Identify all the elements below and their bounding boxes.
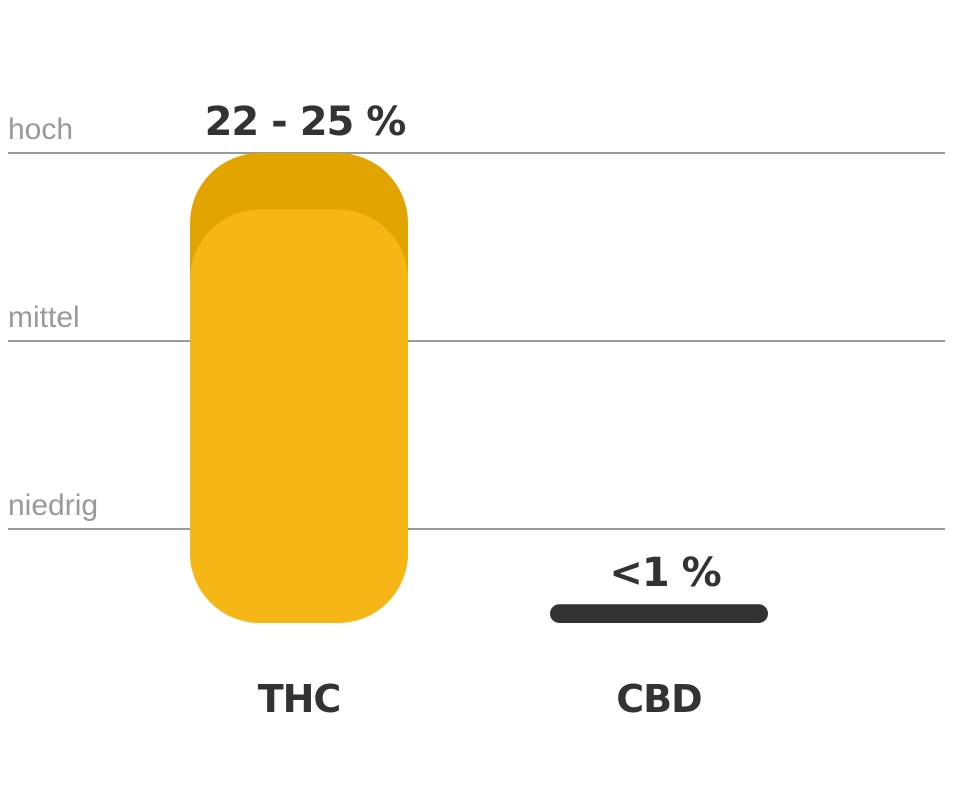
x-tick-label: CBD bbox=[616, 677, 701, 721]
value-label: 22 - 25 % bbox=[205, 99, 406, 145]
bar bbox=[190, 209, 408, 623]
value-label: <1 % bbox=[609, 550, 720, 596]
y-tick-label: niedrig bbox=[8, 489, 98, 522]
y-tick-label: mittel bbox=[8, 301, 80, 334]
y-tick-label: hoch bbox=[8, 113, 73, 146]
x-tick-label: THC bbox=[258, 677, 341, 721]
bar bbox=[550, 604, 768, 623]
